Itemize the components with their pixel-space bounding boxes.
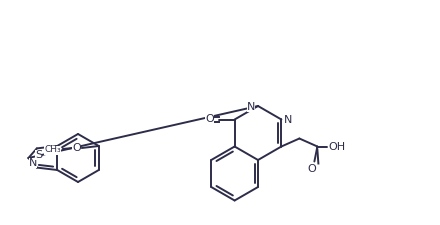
Text: S: S — [35, 150, 42, 160]
Text: CH₃: CH₃ — [44, 146, 61, 155]
Text: N: N — [29, 158, 37, 168]
Text: O: O — [73, 143, 81, 153]
Text: OH: OH — [329, 142, 346, 151]
Text: O: O — [205, 115, 214, 124]
Text: N: N — [284, 115, 293, 126]
Text: N: N — [247, 102, 255, 112]
Text: O: O — [307, 164, 316, 175]
